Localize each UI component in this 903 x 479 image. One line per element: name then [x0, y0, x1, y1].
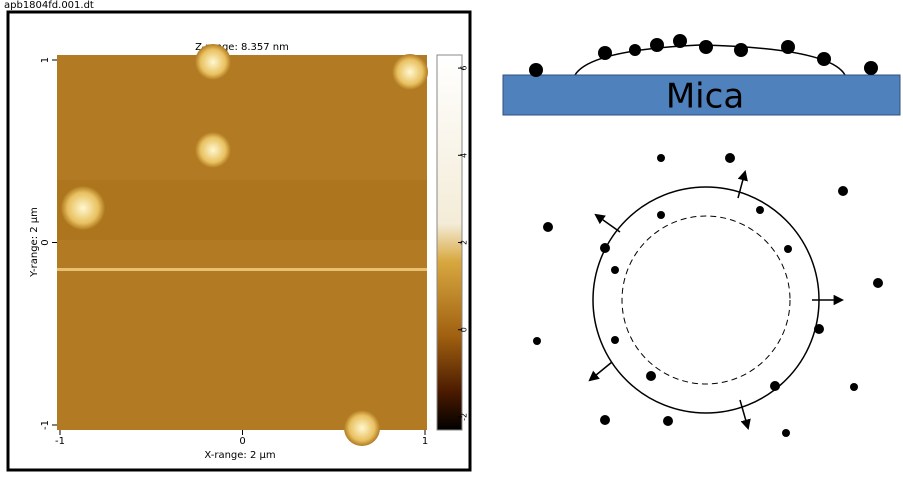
- vesicle: [61, 186, 105, 230]
- scan-line: [57, 268, 427, 271]
- afm-panel: apb1804fd.001.dt Z-range: 8.357 nm X-ran…: [4, 0, 470, 470]
- x-tick-label: -1: [55, 436, 65, 447]
- y-range: Y-range: 2 µm: [29, 207, 40, 278]
- y-tick-label: 0: [40, 239, 51, 245]
- vesicle-ring: [593, 187, 819, 413]
- x-range: X-range: 2 µm: [204, 450, 275, 461]
- y-tick-label: 1: [40, 57, 51, 63]
- x-tick-label: 0: [239, 436, 245, 447]
- vesicle: [344, 410, 380, 446]
- schematic: Mica: [503, 34, 900, 437]
- x-tick-label: 1: [422, 436, 428, 447]
- colorbar-tick-label: -2: [460, 413, 469, 421]
- colorbar-tick-label: 6: [460, 66, 469, 71]
- inner-ring: [622, 216, 790, 384]
- y-tick-label: -1: [40, 420, 51, 430]
- afm-image: [57, 55, 427, 430]
- arrows: [590, 172, 842, 428]
- vesicle: [195, 132, 231, 168]
- colorbar-tick-label: 4: [460, 153, 469, 158]
- colorbar-tick-label: 2: [460, 240, 469, 245]
- vesicle: [195, 44, 231, 80]
- substrate-label: Mica: [666, 77, 744, 117]
- figure: apb1804fd.001.dt Z-range: 8.357 nm X-ran…: [0, 0, 903, 475]
- file-name: apb1804fd.001.dt: [4, 0, 94, 11]
- colorbar-tick-label: 0: [460, 327, 469, 332]
- image-band: [57, 180, 427, 240]
- vesicle: [392, 54, 428, 90]
